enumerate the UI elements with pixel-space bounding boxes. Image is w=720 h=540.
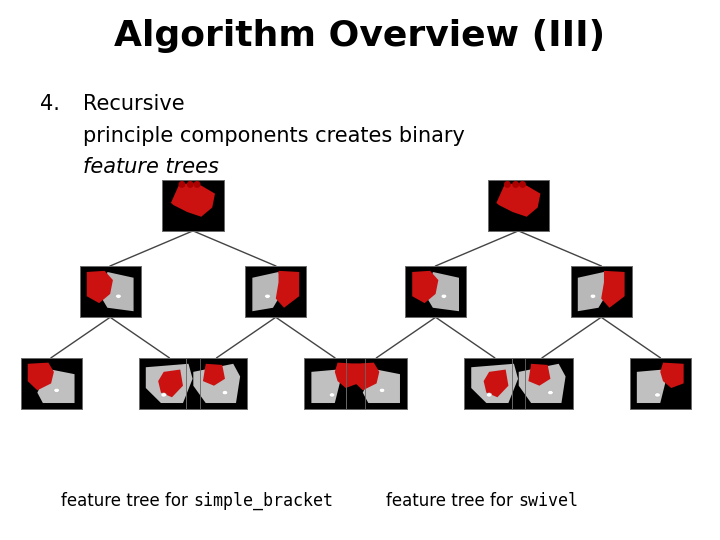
Bar bbox=[346, 357, 408, 409]
Bar bbox=[21, 357, 82, 409]
Polygon shape bbox=[37, 369, 75, 403]
Bar bbox=[629, 357, 690, 409]
Polygon shape bbox=[203, 364, 225, 386]
Bar bbox=[186, 357, 248, 409]
Bar bbox=[21, 357, 82, 409]
Bar bbox=[139, 357, 200, 409]
Circle shape bbox=[654, 393, 660, 397]
Polygon shape bbox=[353, 363, 379, 390]
Circle shape bbox=[222, 390, 228, 395]
Bar bbox=[245, 266, 307, 317]
Circle shape bbox=[379, 388, 384, 393]
Bar bbox=[139, 357, 200, 409]
Bar bbox=[405, 266, 467, 317]
Ellipse shape bbox=[504, 181, 510, 188]
Text: simple_bracket: simple_bracket bbox=[193, 492, 333, 510]
Polygon shape bbox=[636, 369, 666, 403]
Polygon shape bbox=[86, 271, 113, 303]
Bar bbox=[305, 357, 366, 409]
Bar bbox=[571, 266, 632, 317]
Bar bbox=[571, 266, 632, 317]
Polygon shape bbox=[363, 369, 400, 403]
Polygon shape bbox=[27, 363, 54, 390]
Ellipse shape bbox=[194, 181, 201, 188]
Polygon shape bbox=[158, 369, 183, 397]
Bar bbox=[80, 266, 141, 317]
Polygon shape bbox=[311, 369, 341, 403]
Bar bbox=[245, 266, 307, 317]
Polygon shape bbox=[518, 364, 566, 403]
Polygon shape bbox=[601, 271, 625, 308]
Bar bbox=[488, 180, 549, 231]
Circle shape bbox=[590, 294, 595, 298]
Circle shape bbox=[329, 393, 335, 397]
Bar bbox=[405, 266, 467, 317]
Text: feature tree for: feature tree for bbox=[60, 492, 193, 510]
Polygon shape bbox=[528, 364, 550, 386]
Polygon shape bbox=[102, 272, 134, 311]
Polygon shape bbox=[193, 364, 240, 403]
Polygon shape bbox=[577, 272, 607, 311]
Polygon shape bbox=[145, 364, 193, 403]
Polygon shape bbox=[660, 363, 684, 388]
Circle shape bbox=[116, 294, 121, 298]
Polygon shape bbox=[171, 183, 215, 217]
Ellipse shape bbox=[519, 181, 526, 188]
Bar bbox=[464, 357, 525, 409]
Text: Algorithm Overview (III): Algorithm Overview (III) bbox=[114, 19, 606, 53]
Polygon shape bbox=[484, 369, 508, 397]
Circle shape bbox=[161, 393, 166, 397]
Bar bbox=[464, 357, 525, 409]
Bar bbox=[305, 357, 366, 409]
Bar bbox=[80, 266, 141, 317]
Bar bbox=[511, 357, 573, 409]
Circle shape bbox=[441, 294, 446, 298]
Text: swivel: swivel bbox=[518, 492, 578, 510]
Bar bbox=[511, 357, 573, 409]
Polygon shape bbox=[428, 272, 459, 311]
Ellipse shape bbox=[179, 181, 185, 188]
Text: feature trees: feature trees bbox=[83, 157, 219, 177]
Text: feature tree for: feature tree for bbox=[386, 492, 518, 510]
Polygon shape bbox=[412, 271, 438, 303]
Circle shape bbox=[548, 390, 553, 395]
Text: principle components creates binary: principle components creates binary bbox=[83, 126, 464, 146]
Circle shape bbox=[487, 393, 492, 397]
Bar bbox=[163, 180, 223, 231]
Ellipse shape bbox=[186, 181, 194, 188]
Polygon shape bbox=[252, 272, 282, 311]
Polygon shape bbox=[335, 363, 359, 388]
Bar bbox=[488, 180, 549, 231]
Bar bbox=[163, 180, 223, 231]
Text: Recursive: Recursive bbox=[83, 94, 191, 114]
Circle shape bbox=[54, 388, 59, 393]
Ellipse shape bbox=[512, 181, 519, 188]
Polygon shape bbox=[496, 183, 541, 217]
Text: 4.: 4. bbox=[40, 94, 60, 114]
Bar bbox=[346, 357, 408, 409]
Polygon shape bbox=[471, 364, 518, 403]
Polygon shape bbox=[276, 271, 300, 308]
Bar bbox=[629, 357, 690, 409]
Bar bbox=[186, 357, 248, 409]
Circle shape bbox=[265, 294, 270, 298]
